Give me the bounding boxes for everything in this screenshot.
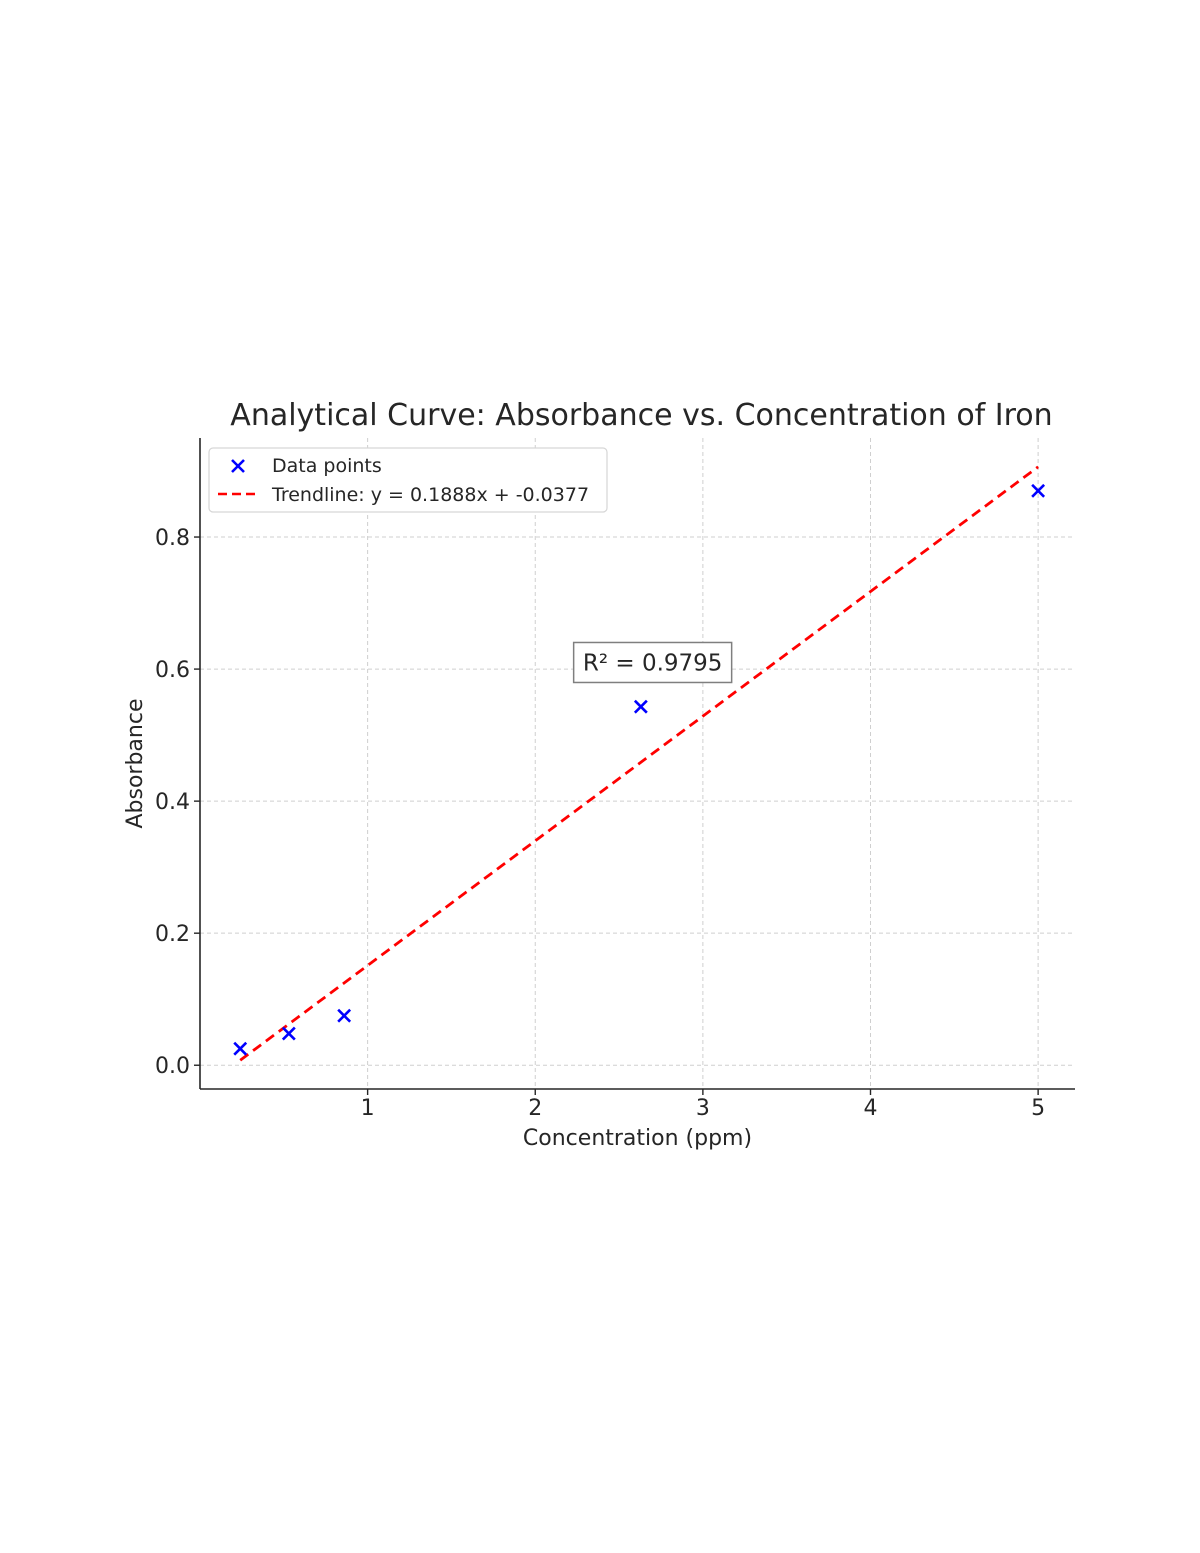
y-tick-label: 0.0 [155,1054,190,1079]
y-tick-label: 0.6 [155,658,190,683]
annotation-box [572,641,733,684]
legend-label-data-points: Data points [272,455,382,477]
plot-area [233,465,1046,1062]
data-point [281,1026,296,1041]
annotation-text: R² = 0.9795 [583,650,723,676]
y-tick-label: 0.4 [155,790,190,815]
legend-label-trendline: Trendline: y = 0.1888x + -0.0377 [271,484,589,506]
marker-stroke [1031,483,1046,498]
marker-stroke [231,459,245,473]
grid [200,438,1075,1089]
trendline [239,465,1039,1062]
legend-marker-data-points [231,459,245,473]
x-tick-label: 5 [1031,1096,1045,1121]
marker-stroke [337,1008,352,1023]
marker-stroke [281,1026,296,1041]
r-squared-annotation: R² = 0.9795 [572,641,733,684]
data-point [633,699,648,714]
marker-stroke [233,1041,248,1056]
x-tick-label: 1 [361,1096,375,1121]
axes: 1 2 3 4 5 0.0 0.2 0.4 0.6 0.8 [155,438,1075,1121]
data-point [337,1008,352,1023]
x-axis-label: Concentration (ppm) [523,1126,752,1151]
x-tick-label: 3 [696,1096,710,1121]
data-point [1031,483,1046,498]
marker-stroke [633,699,648,714]
y-tick-label: 0.8 [155,526,190,551]
data-point [233,1041,248,1056]
y-tick-label: 0.2 [155,922,190,947]
y-axis-label: Absorbance [123,698,148,828]
x-tick-label: 4 [863,1096,877,1121]
chart-title: Analytical Curve: Absorbance vs. Concent… [230,398,1052,433]
legend-x-marker [231,459,245,473]
legend: Data points Trendline: y = 0.1888x + -0.… [208,447,608,513]
x-tick-label: 2 [528,1096,542,1121]
legend-box [208,447,608,513]
